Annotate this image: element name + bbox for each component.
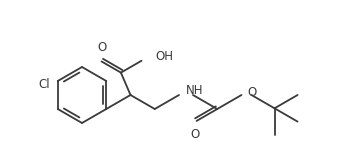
Text: O: O bbox=[190, 128, 199, 141]
Text: O: O bbox=[248, 86, 257, 98]
Text: O: O bbox=[97, 41, 106, 54]
Text: Cl: Cl bbox=[38, 78, 50, 90]
Text: NH: NH bbox=[186, 84, 203, 97]
Text: OH: OH bbox=[155, 50, 174, 63]
